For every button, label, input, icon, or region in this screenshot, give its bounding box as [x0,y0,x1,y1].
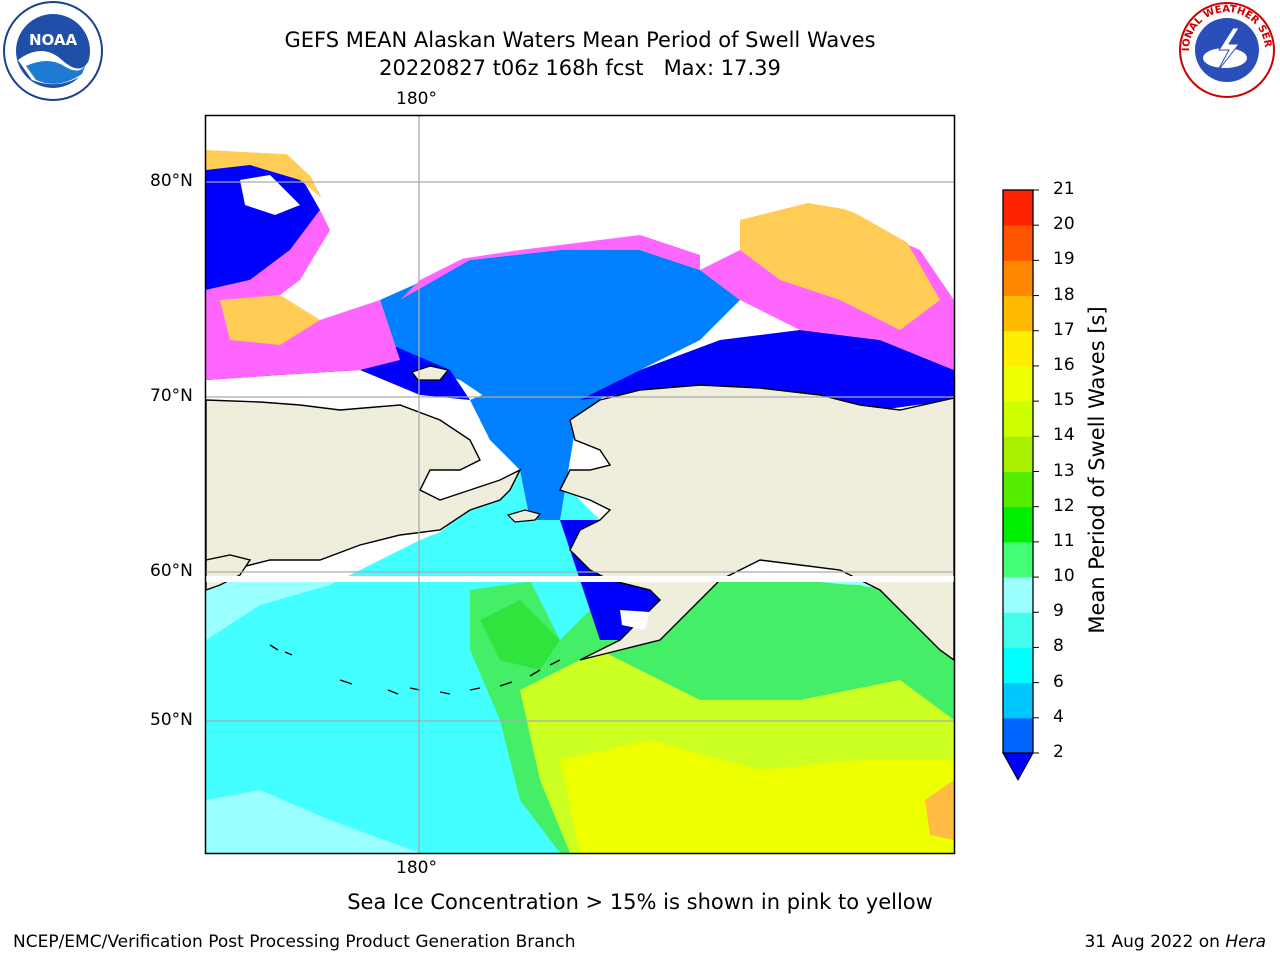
footer-host: Hera [1225,932,1266,952]
aleutian-islands [269,644,561,695]
ocean-field-green-gulf [640,580,900,700]
colorbar-tick-label: 9 [1053,601,1064,622]
missing-data-patches [206,116,954,630]
ocean-field-yellow [560,740,954,853]
map-frame [204,114,956,855]
colorbar-segment [1003,682,1033,719]
nws-logo: NATIONAL WEATHER SERVICE [1175,0,1275,98]
chart-subtitle: 20220827 t06z 168h fcst Max: 17.39 [379,56,781,80]
sea-ice-footnote: Sea Ice Concentration > 15% is shown in … [347,890,933,914]
colorbar-label: Mean Period of Swell Waves [s] [1085,306,1109,634]
colorbar-tick-label: 2 [1053,742,1064,762]
colorbar-tick-label: 14 [1053,425,1075,446]
colorbar-tick-label: 4 [1053,706,1064,727]
colorbar [1003,189,1039,754]
colorbar-segment [1003,471,1033,508]
chart-title: GEFS MEAN Alaskan Waters Mean Period of … [284,28,876,52]
land-siberia [206,399,522,581]
colorbar-tick-label: 13 [1053,460,1075,481]
colorbar-tick-label: 17 [1053,319,1075,340]
ocean-field-cyan [206,500,560,853]
colorbar-tick-label: 21 [1053,179,1075,199]
lat-label-70: 70°N [150,386,193,406]
noaa-logo-text: NOAA [29,31,78,49]
ocean-field-north-deep-blue [206,158,320,290]
ocean-field-orange [925,780,954,840]
land-st-lawrence-island [506,509,542,523]
lon-label-bottom: 180° [396,858,437,878]
colorbar-segment [1003,295,1033,332]
colorbar-segment [1003,365,1033,402]
colorbar-extend-triangle [1002,752,1034,782]
colorbar-segment [1003,506,1033,543]
colorbar-segment [1003,612,1033,648]
ocean-field-beaufort-deep-blue [580,330,954,410]
colorbar-tick-label: 15 [1053,390,1075,411]
footer-date: 31 Aug 2022 on Hera [1084,932,1266,952]
map-gridlines [206,116,954,853]
colorbar-segment [1003,541,1033,578]
colorbar-tick-label: 10 [1053,566,1075,587]
colorbar-segment [1003,577,1033,613]
colorbar-tick-label: 12 [1053,495,1075,516]
colorbar-segment [1003,330,1033,367]
colorbar-segment [1003,190,1033,226]
land-wrangel-island [411,365,450,381]
lat-label-50: 50°N [150,710,193,730]
ocean-field-dark-green [480,600,560,670]
footer-credit: NCEP/EMC/Verification Post Processing Pr… [13,932,576,952]
colorbar-segment [1003,260,1033,297]
footer-date-text: 31 Aug 2022 on [1084,932,1226,952]
colorbar-segment [1003,717,1033,754]
lat-label-80: 80°N [150,171,193,191]
sea-ice-pink-central [400,235,700,300]
colorbar-segment [1003,647,1033,684]
lat-label-60: 60°N [150,561,193,581]
colorbar-tick-label: 20 [1053,214,1075,235]
colorbar-frame [1002,189,1034,754]
sea-ice-orange-west-low [220,295,320,345]
colorbar-segment [1003,225,1033,261]
colorbar-tick-label: 16 [1053,354,1075,375]
ocean-field-arctic-blue [380,250,740,420]
colorbar-tick-label: 8 [1053,636,1064,657]
colorbar-segment [1003,401,1033,437]
colorbar-segment [1003,436,1033,472]
colorbar-tick-label: 18 [1053,284,1075,305]
colorbar-tick-label: 6 [1053,671,1064,692]
colorbar-tick-label: 11 [1053,530,1075,551]
sea-ice-orange-west [206,148,330,205]
lon-label-top: 180° [396,89,437,109]
colorbar-tick-label: 19 [1053,249,1075,270]
noaa-logo: NOAA [3,1,103,101]
map-field [206,116,954,853]
